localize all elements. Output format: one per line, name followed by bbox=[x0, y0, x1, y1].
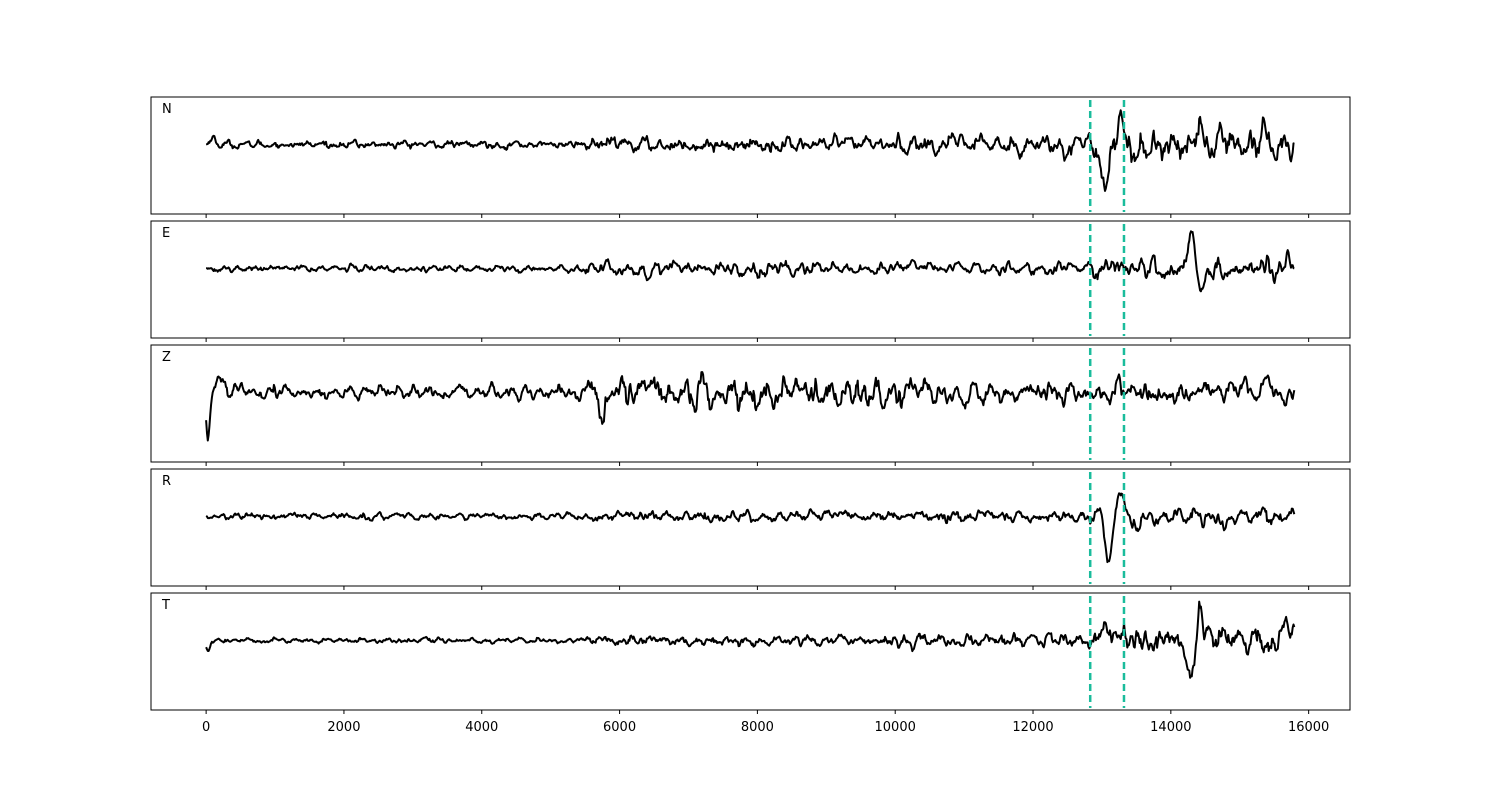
x-tick-label: 16000 bbox=[1288, 720, 1329, 735]
channel-label: E bbox=[162, 226, 170, 241]
x-tick-label: 12000 bbox=[1012, 720, 1053, 735]
x-tick-label: 6000 bbox=[603, 720, 636, 735]
channel-label: T bbox=[161, 598, 170, 613]
x-tick-label: 2000 bbox=[327, 720, 360, 735]
x-tick-label: 0 bbox=[202, 720, 210, 735]
panel-frame bbox=[150, 220, 1351, 339]
x-tick-label: 10000 bbox=[875, 720, 916, 735]
panel-frame bbox=[150, 468, 1351, 587]
trace-T bbox=[205, 600, 1296, 679]
channel-label: N bbox=[162, 102, 172, 117]
channel-label: R bbox=[162, 474, 171, 489]
panel-frame bbox=[150, 592, 1351, 711]
trace-E bbox=[205, 230, 1295, 293]
panel-frame bbox=[150, 96, 1351, 215]
panel-frame bbox=[150, 344, 1351, 463]
channel-label: Z bbox=[162, 350, 171, 365]
x-tick-label: 8000 bbox=[741, 720, 774, 735]
trace-N bbox=[206, 109, 1295, 192]
channel-panels: N E Z R T bbox=[150, 96, 1351, 714]
x-tick-label: 14000 bbox=[1150, 720, 1191, 735]
x-axis: 0 2000 4000 6000 8000 10000 12000 14000 16000 bbox=[202, 720, 1329, 735]
trace-Z bbox=[205, 371, 1296, 442]
trace-R bbox=[205, 492, 1296, 564]
x-tick-label: 4000 bbox=[465, 720, 498, 735]
